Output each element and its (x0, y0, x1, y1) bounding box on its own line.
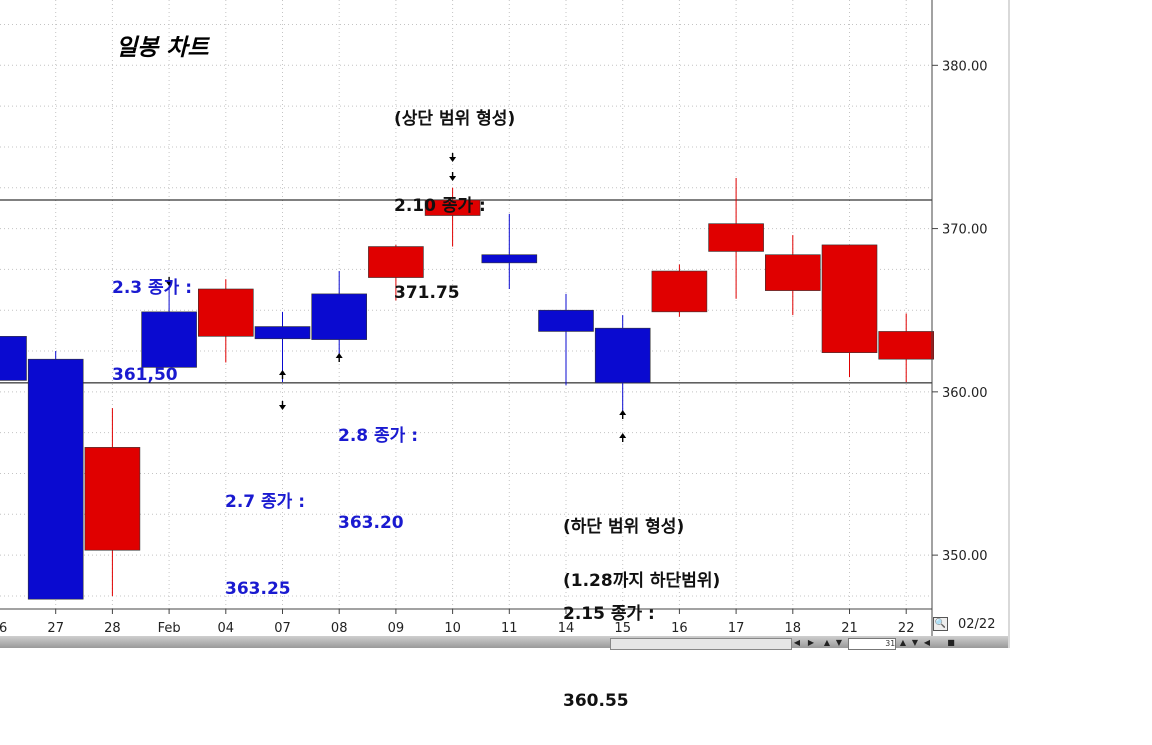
candle-body (254, 326, 311, 340)
step-down-icon[interactable]: ▼ (911, 638, 919, 647)
x-tick-label: Feb (158, 621, 181, 636)
arrowhead (449, 157, 457, 162)
annotation-feb7: 2.7 종가 : 363.25 (225, 430, 305, 633)
annotation-feb10-line1: (상단 범위 형성) (394, 109, 516, 129)
arrowhead (449, 176, 457, 181)
candle-body (141, 311, 197, 368)
x-tick-label: 22 (898, 621, 915, 636)
arrowhead (619, 433, 627, 438)
candle-body (651, 270, 708, 313)
candle-body (311, 293, 368, 340)
panel-divider (1008, 0, 1010, 648)
annotation-feb15-line2: 2.15 종가 : (563, 604, 655, 624)
candle-body (481, 254, 538, 264)
annotation-feb8: 2.8 종가 : 363.20 (338, 364, 418, 567)
y-axis-ticks: 380.00 370.00 360.00 350.00 (932, 59, 988, 564)
candle-body (0, 336, 27, 381)
zoom-in-icon[interactable]: ▼ (835, 638, 843, 647)
annotation-feb8-line1: 2.8 종가 : (338, 426, 419, 446)
annotation-feb10-line3: 371.75 (394, 283, 460, 303)
annotation-feb15: (하단 범위 형성) 2.15 종가 : 360.55 (563, 455, 684, 745)
chart-title: 일봉 차트 (116, 35, 209, 61)
candle-body (27, 358, 84, 600)
x-tick-label: 21 (841, 621, 858, 636)
candle-body (594, 327, 651, 384)
settings-icon[interactable]: ■ (947, 638, 955, 647)
candles (0, 177, 935, 600)
annotation-feb15-line1: (하단 범위 형성) (563, 517, 685, 537)
arrowhead (335, 353, 343, 358)
annotation-feb3-line1: 2.3 종가 : (112, 278, 193, 298)
annotation-feb15-line3: 360.55 (563, 691, 629, 711)
x-tick-label: 17 (728, 621, 745, 636)
candle-body (198, 288, 254, 337)
step-up-icon[interactable]: ▲ (899, 638, 907, 647)
candle-body (878, 331, 935, 360)
magnifier-icon[interactable]: 🔍 (933, 617, 948, 631)
candle-body (821, 244, 878, 353)
zoom-level-field[interactable]: 31 (848, 638, 896, 650)
x-axis-ticks: 26 27 28 Feb 04 07 08 09 10 11 14 15 16 17 18 21 22 (0, 609, 914, 636)
y-tick-label: 380.00 (942, 59, 988, 74)
x-tick-label: 08 (331, 621, 348, 636)
x-tick-label: 27 (47, 621, 64, 636)
annotation-feb3: 2.3 종가 : 361,50 (112, 216, 192, 419)
arrowhead (619, 410, 627, 415)
x-tick-label: 28 (104, 621, 121, 636)
arrowhead (165, 281, 173, 286)
candle-body (538, 309, 594, 332)
x-tick-label: 14 (558, 621, 575, 636)
candle-body (84, 447, 141, 551)
arrowhead (279, 405, 286, 410)
x-tick-label: 15 (614, 621, 631, 636)
candle-body (708, 223, 764, 252)
y-tick-label: 370.00 (942, 223, 988, 238)
x-tick-label: 10 (444, 621, 461, 636)
y-tick-label: 350.00 (942, 549, 988, 564)
candle-body (368, 246, 424, 278)
x-tick-label: 11 (501, 621, 518, 636)
annotation-feb10-line2: 2.10 종가 : (394, 196, 486, 216)
annotation-feb15-note: (1.28까지 하단범위) (563, 571, 721, 591)
x-tick-label: 04 (218, 621, 235, 636)
x-tick-label: 09 (388, 621, 405, 636)
zoom-out-icon[interactable]: ▲ (823, 638, 831, 647)
x-tick-label: 26 (0, 621, 7, 636)
annotation-feb8-line2: 363.20 (338, 513, 404, 533)
annotation-arrows (165, 153, 627, 442)
annotation-feb3-line2: 361,50 (112, 365, 178, 385)
candlestick-chart: 380.00 370.00 360.00 350.00 26 27 28 Feb 04 07 08… (0, 0, 988, 636)
expand-icon[interactable]: ◀ (923, 638, 931, 647)
annotation-feb7-line2: 363.25 (225, 579, 291, 599)
latest-date-label: 02/22 (958, 617, 996, 632)
y-tick-label: 360.00 (942, 386, 988, 401)
scroll-left-icon[interactable]: ◀ (793, 638, 801, 647)
x-tick-label: 18 (785, 621, 802, 636)
scrollbar-thumb[interactable] (610, 638, 792, 650)
candle-body (424, 199, 481, 216)
candle-body (764, 254, 821, 291)
annotation-feb7-line1: 2.7 종가 : (225, 492, 306, 512)
annotation-feb10: (상단 범위 형성) 2.10 종가 : 371.75 (394, 47, 515, 337)
arrowhead (279, 370, 286, 375)
scroll-right-icon[interactable]: ▶ (807, 638, 815, 647)
x-tick-label: 07 (274, 621, 291, 636)
x-tick-label: 16 (671, 621, 688, 636)
